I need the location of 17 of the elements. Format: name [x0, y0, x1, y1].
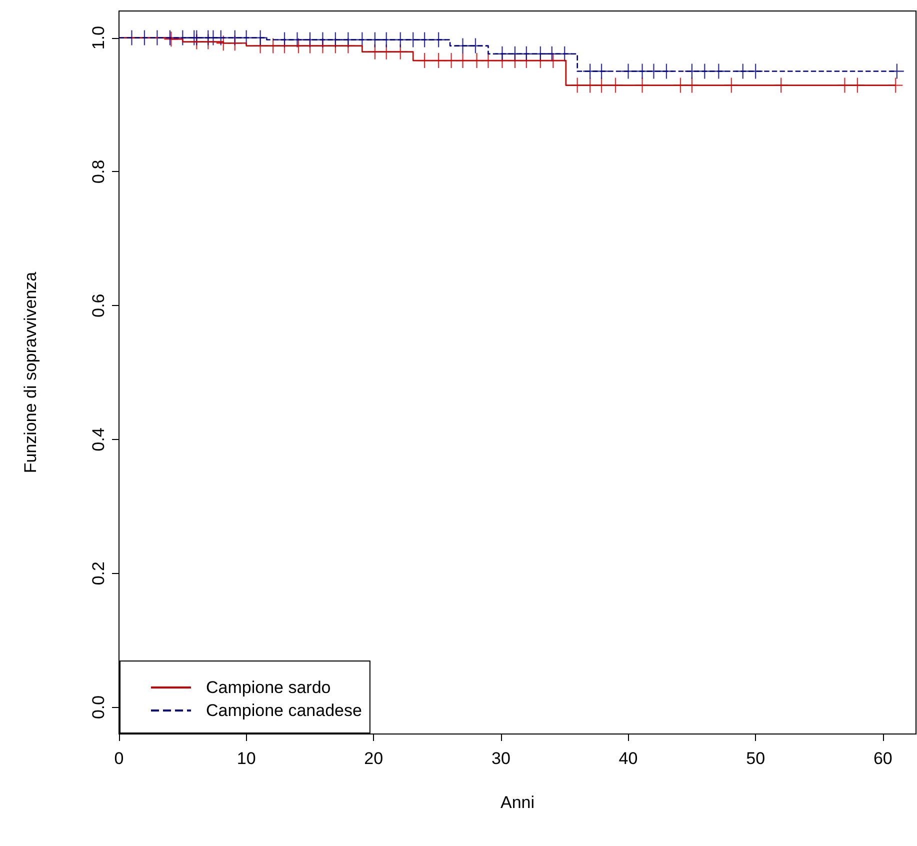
- legend-label: Campione canadese: [206, 701, 362, 720]
- y-tick-label: 1.0: [89, 26, 108, 50]
- y-tick-label: 0.0: [89, 695, 108, 720]
- x-tick-label: 30: [491, 749, 510, 768]
- y-tick-label: 0.4: [89, 428, 108, 452]
- legend-label: Campione sardo: [206, 678, 331, 697]
- y-tick-label: 0.8: [89, 160, 108, 184]
- y-tick-label: 0.2: [89, 562, 108, 586]
- x-tick-label: 10: [236, 749, 256, 768]
- x-tick-label: 0: [114, 749, 124, 768]
- x-tick-label: 40: [618, 749, 638, 768]
- x-tick-label: 50: [746, 749, 766, 768]
- x-tick-label: 20: [364, 749, 384, 768]
- y-tick-label: 0.6: [89, 294, 108, 318]
- y-axis-title: Funzione di sopravvivenza: [21, 271, 40, 474]
- x-axis-title: Anni: [500, 793, 535, 812]
- x-tick-label: 60: [873, 749, 892, 768]
